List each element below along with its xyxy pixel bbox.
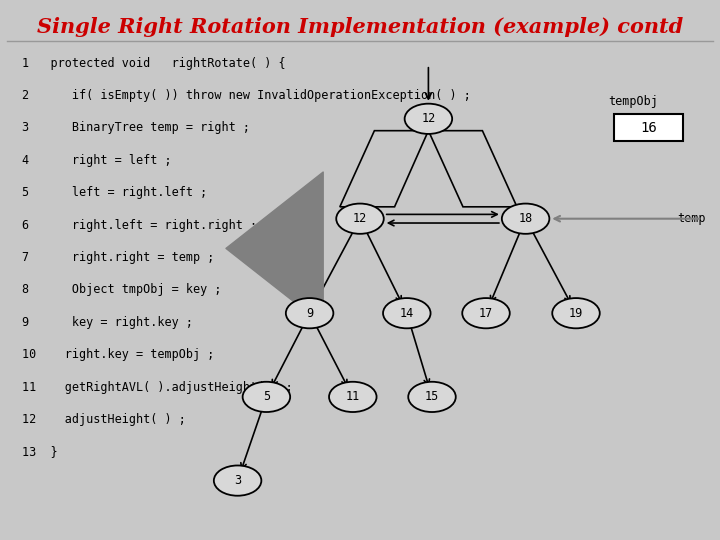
Text: 14: 14 [400, 307, 414, 320]
Text: 2      if( isEmpty( )) throw new InvalidOperationException( ) ;: 2 if( isEmpty( )) throw new InvalidOpera… [22, 89, 470, 102]
Ellipse shape [552, 298, 600, 328]
Ellipse shape [383, 298, 431, 328]
Text: 11    getRightAVL( ).adjustHeight( ) ;: 11 getRightAVL( ).adjustHeight( ) ; [22, 381, 292, 394]
Ellipse shape [286, 298, 333, 328]
Ellipse shape [405, 104, 452, 134]
Text: 12: 12 [421, 112, 436, 125]
Text: 3      BinaryTree temp = right ;: 3 BinaryTree temp = right ; [22, 122, 250, 134]
Ellipse shape [243, 382, 290, 412]
Ellipse shape [502, 204, 549, 234]
Text: 12    adjustHeight( ) ;: 12 adjustHeight( ) ; [22, 413, 186, 426]
Text: 5      left = right.left ;: 5 left = right.left ; [22, 186, 207, 199]
Ellipse shape [329, 382, 377, 412]
Text: 5: 5 [263, 390, 270, 403]
Text: 9      key = right.key ;: 9 key = right.key ; [22, 316, 193, 329]
Text: 8      Object tmpObj = key ;: 8 Object tmpObj = key ; [22, 284, 221, 296]
Text: 9: 9 [306, 307, 313, 320]
Text: tempObj: tempObj [608, 95, 659, 108]
Ellipse shape [408, 382, 456, 412]
Ellipse shape [462, 298, 510, 328]
Text: 18: 18 [518, 212, 533, 225]
Text: 12: 12 [353, 212, 367, 225]
Text: 6      right.left = right.right ;: 6 right.left = right.right ; [22, 219, 257, 232]
Ellipse shape [214, 465, 261, 496]
Text: 17: 17 [479, 307, 493, 320]
Text: 10    right.key = tempObj ;: 10 right.key = tempObj ; [22, 348, 214, 361]
Text: 15: 15 [425, 390, 439, 403]
Text: 4      right = left ;: 4 right = left ; [22, 154, 171, 167]
FancyBboxPatch shape [614, 114, 683, 141]
Text: 11: 11 [346, 390, 360, 403]
Text: 3: 3 [234, 474, 241, 487]
Text: Single Right Rotation Implementation (example) contd: Single Right Rotation Implementation (ex… [37, 17, 683, 37]
Text: 7      right.right = temp ;: 7 right.right = temp ; [22, 251, 214, 264]
Text: 19: 19 [569, 307, 583, 320]
Text: temp: temp [677, 212, 706, 225]
Text: 13  }: 13 } [22, 446, 57, 458]
Ellipse shape [336, 204, 384, 234]
Text: 16: 16 [640, 121, 657, 135]
Text: 1   protected void   rightRotate( ) {: 1 protected void rightRotate( ) { [22, 57, 285, 70]
